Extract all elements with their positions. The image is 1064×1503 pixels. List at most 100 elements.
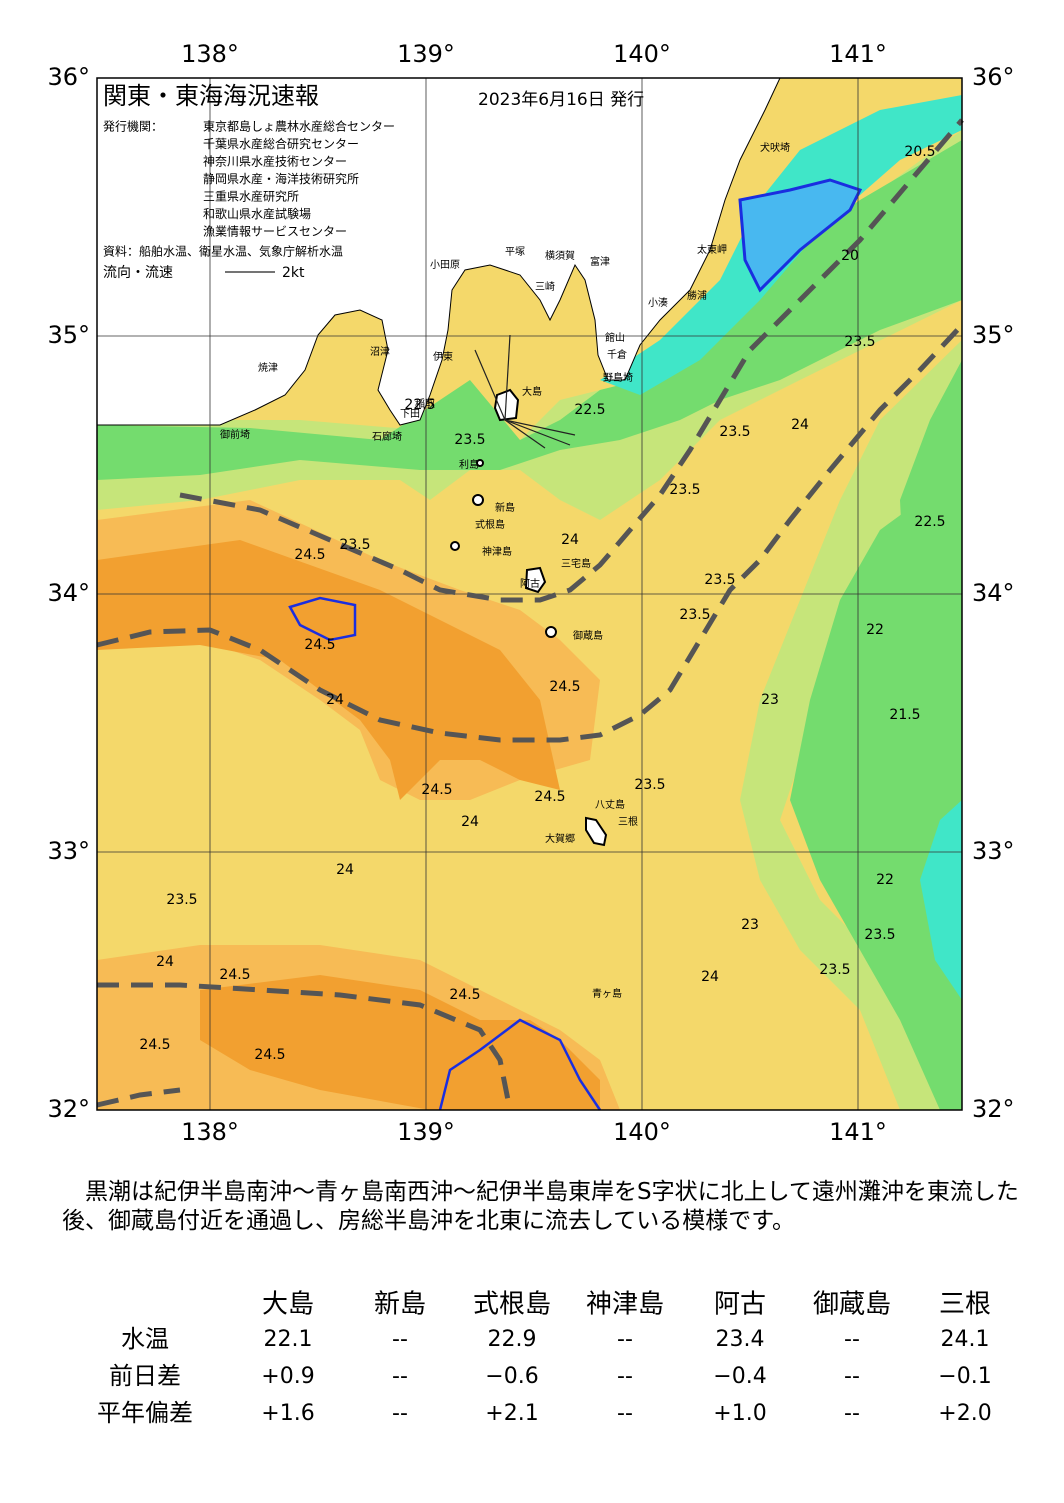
- table-cell: −0.4: [713, 1364, 766, 1389]
- issuer: 漁業情報サービスセンター: [203, 225, 347, 239]
- table-cell: +1.0: [713, 1401, 766, 1426]
- table-cell: +1.6: [261, 1401, 314, 1426]
- lat-label-left: 35°: [47, 321, 90, 349]
- contour-label: 24: [156, 954, 174, 970]
- lon-label-bottom: 139°: [397, 1118, 455, 1146]
- lat-label-left: 34°: [47, 579, 90, 607]
- source: 資料：船舶水温、衛星水温、気象庁解析水温: [103, 244, 343, 259]
- row-label: 平年偏差: [97, 1399, 193, 1427]
- contour-label: 24: [791, 417, 809, 433]
- place-name: 野島埼: [603, 371, 633, 384]
- contour-label: 23.5: [339, 537, 370, 553]
- issuer: 神奈川県水産技術センター: [203, 154, 347, 169]
- island: [524, 566, 547, 594]
- contour-label: 22: [876, 872, 894, 888]
- lat-label-left: 33°: [47, 837, 90, 865]
- column-header: 神津島: [586, 1290, 664, 1320]
- map: 関東・東海海況速報 2023年6月16日 発行 発行機関： 東京都島しょ農林水産…: [47, 40, 1015, 1146]
- table-cell: --: [617, 1401, 633, 1426]
- place-name: 稲取: [415, 398, 435, 410]
- contour-label: 24: [561, 532, 579, 548]
- table-cell: +2.0: [938, 1401, 991, 1426]
- contour-label: 22.5: [404, 397, 435, 413]
- map-frame: [96, 77, 963, 1111]
- place-name: 八丈島: [595, 798, 625, 811]
- table-cell: --: [617, 1327, 633, 1352]
- lon-label-bottom: 140°: [613, 1118, 671, 1146]
- issuer: 三重県水産研究所: [203, 189, 299, 204]
- issuer: 千葉県水産総合研究センター: [203, 136, 359, 151]
- place-name: 焼津: [258, 362, 278, 374]
- place-name: 下田: [400, 409, 420, 420]
- contour-label: 23.5: [454, 432, 485, 448]
- table-cell: --: [392, 1364, 408, 1389]
- contour-label: 24: [326, 692, 344, 708]
- contour-label: 24: [701, 969, 719, 985]
- contour-label: 24.5: [219, 967, 250, 983]
- lat-label-left: 32°: [47, 1095, 90, 1123]
- place-name: 小湊: [648, 296, 668, 309]
- lon-label-top: 139°: [397, 40, 455, 68]
- contour-label: 20: [841, 248, 859, 264]
- contour-label: 24: [461, 814, 479, 830]
- place-name: 三根: [618, 815, 638, 828]
- place-name: 富津: [590, 255, 610, 268]
- place-name: 勝浦: [687, 289, 707, 302]
- contour-label: 23.5: [669, 482, 700, 498]
- land: [96, 77, 781, 426]
- lon-label-top: 141°: [829, 40, 887, 68]
- current-arrow: [225, 271, 576, 449]
- lat-label-right: 36°: [972, 63, 1015, 91]
- sea-zone: [97, 540, 560, 800]
- table-cell: +2.1: [485, 1401, 538, 1426]
- legend-scale: 2kt: [282, 265, 305, 281]
- contour-label: 24.5: [304, 637, 335, 653]
- isotherm: [438, 1018, 602, 1111]
- table-cell: --: [844, 1401, 860, 1426]
- table-cell: --: [844, 1364, 860, 1389]
- place-name: 沼津: [370, 345, 390, 358]
- place-name: 平塚: [505, 246, 525, 258]
- table-cell: 22.1: [264, 1327, 313, 1352]
- table-cell: 22.9: [488, 1327, 537, 1352]
- date: 2023年6月16日 発行: [478, 90, 644, 110]
- lat-label-right: 35°: [972, 321, 1015, 349]
- place-name: 神津島: [482, 545, 512, 558]
- contour-label: 20.5: [904, 144, 935, 160]
- table-cell: 24.1: [941, 1327, 990, 1352]
- lon-label-top: 138°: [181, 40, 239, 68]
- place-name: 犬吠埼: [760, 141, 790, 154]
- contour-label: 23: [761, 692, 779, 708]
- row-label: 前日差: [109, 1362, 181, 1390]
- place-name: 青ヶ島: [592, 987, 622, 1000]
- place-name: 大島: [522, 385, 542, 398]
- contour-label: 24.5: [549, 679, 580, 695]
- place-name: 阿古: [520, 577, 540, 590]
- contour-label: 23.5: [719, 424, 750, 440]
- contour-label: 24: [336, 862, 354, 878]
- cold-patch: [738, 178, 863, 293]
- column-header: 阿古: [714, 1290, 766, 1320]
- contour-label: 22.5: [914, 514, 945, 530]
- issuer: 静岡県水産・海洋技術研究所: [203, 171, 359, 186]
- sea-zone: [200, 975, 600, 1110]
- sea-zone: [900, 360, 962, 660]
- place-name: 千倉: [607, 348, 627, 361]
- column-header: 御蔵島: [813, 1290, 891, 1320]
- place-name: 太東岬: [697, 243, 727, 256]
- contour-label: 24.5: [294, 547, 325, 563]
- lat-label-right: 33°: [972, 837, 1015, 865]
- contour-label: 23.5: [844, 334, 875, 350]
- island: [472, 494, 484, 506]
- lat-label-right: 34°: [972, 579, 1015, 607]
- contour-label: 23.5: [819, 962, 850, 978]
- island: [545, 626, 557, 638]
- place-name: 御前埼: [220, 428, 250, 441]
- place-name: 式根島: [475, 518, 505, 531]
- title: 関東・東海海況速報: [103, 82, 319, 110]
- place-name: 館山: [605, 331, 625, 344]
- place-name: 利島: [459, 458, 479, 471]
- table-cell: +0.9: [261, 1364, 314, 1389]
